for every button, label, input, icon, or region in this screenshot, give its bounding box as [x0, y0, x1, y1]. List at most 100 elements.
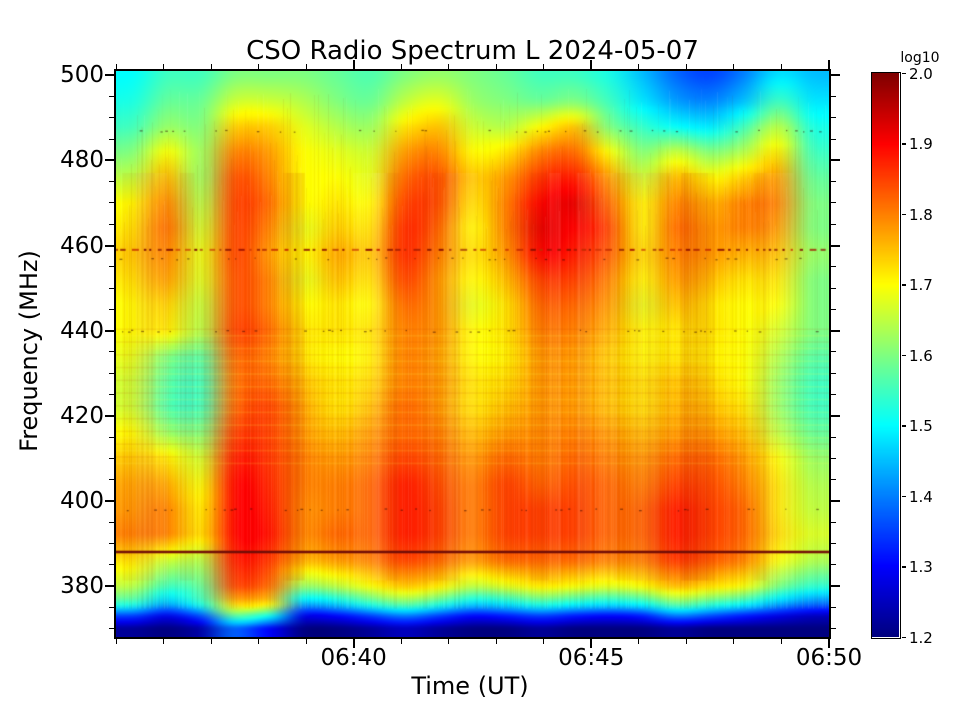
x-minor-tick: [305, 639, 307, 644]
y-major-tick: [831, 329, 840, 332]
y-minor-tick: [109, 479, 114, 480]
y-minor-tick: [831, 542, 836, 544]
y-major-tick: [831, 584, 840, 587]
x-minor-tick: [781, 639, 782, 644]
colorbar-tick: [901, 213, 906, 216]
x-major-tick: [828, 60, 830, 69]
x-tick-label: 06:50: [795, 645, 863, 671]
colorbar-tick-label: 1.4: [909, 487, 933, 506]
x-major-tick: [590, 60, 593, 69]
y-major-tick: [105, 499, 114, 502]
x-major-tick: [352, 60, 355, 69]
colorbar-tick: [901, 636, 906, 639]
y-minor-tick: [831, 372, 836, 374]
colorbar-tick-label: 1.7: [909, 276, 933, 294]
y-minor-tick: [109, 266, 114, 268]
y-minor-tick: [831, 521, 836, 523]
y-minor-tick: [109, 223, 114, 225]
x-minor-tick: [305, 64, 307, 69]
x-minor-tick: [400, 639, 402, 644]
x-minor-tick: [543, 64, 545, 69]
x-minor-tick: [543, 639, 545, 644]
y-major-tick: [105, 414, 114, 417]
y-minor-tick: [109, 457, 114, 459]
x-minor-tick: [210, 64, 212, 69]
y-minor-tick: [109, 521, 114, 523]
y-major-tick: [831, 414, 840, 417]
y-major-tick: [105, 244, 114, 247]
x-minor-tick: [115, 639, 117, 644]
colorbar-tick: [901, 72, 906, 75]
y-minor-tick: [109, 117, 114, 119]
y-minor-tick: [109, 606, 114, 608]
x-minor-tick: [163, 639, 164, 644]
colorbar-tick-label: 1.8: [909, 205, 933, 224]
colorbar-tick: [901, 425, 906, 427]
x-minor-tick: [781, 64, 782, 69]
y-minor-tick: [109, 351, 114, 353]
y-tick-label: 500: [60, 62, 104, 89]
y-major-tick: [105, 584, 114, 587]
y-tick-label: 440: [60, 317, 104, 344]
x-minor-tick: [733, 64, 735, 69]
y-minor-tick: [831, 351, 836, 353]
colorbar-tick: [901, 143, 906, 145]
y-minor-tick: [831, 436, 836, 438]
x-minor-tick: [685, 639, 687, 644]
y-minor-tick: [831, 266, 836, 268]
y-minor-tick: [831, 96, 836, 97]
x-minor-tick: [163, 64, 164, 69]
colorbar-tick-label: 1.5: [909, 417, 933, 435]
y-major-tick: [105, 74, 114, 77]
y-minor-tick: [109, 202, 114, 204]
x-major-tick: [590, 639, 593, 648]
x-minor-tick: [258, 64, 260, 69]
colorbar-title: log10: [900, 50, 940, 66]
y-major-tick: [831, 74, 840, 77]
y-minor-tick: [831, 628, 836, 629]
x-tick-label: 06:45: [558, 645, 625, 671]
y-minor-tick: [109, 372, 114, 374]
y-tick-label: 380: [60, 572, 104, 599]
y-minor-tick: [109, 628, 114, 629]
y-major-tick: [831, 159, 840, 162]
spectrogram-plot: [114, 69, 831, 639]
y-minor-tick: [831, 393, 836, 395]
colorbar-tick: [901, 495, 906, 498]
x-minor-tick: [400, 64, 402, 69]
y-minor-tick: [109, 287, 114, 289]
y-minor-tick: [109, 564, 114, 566]
x-minor-tick: [638, 64, 640, 69]
x-minor-tick: [495, 639, 497, 644]
x-minor-tick: [448, 64, 450, 69]
y-minor-tick: [831, 457, 836, 459]
y-minor-tick: [831, 308, 836, 310]
y-minor-tick: [831, 479, 836, 480]
y-minor-tick: [109, 138, 114, 140]
x-major-tick: [828, 639, 830, 648]
y-minor-tick: [831, 138, 836, 140]
y-minor-tick: [831, 117, 836, 119]
x-minor-tick: [638, 639, 640, 644]
y-minor-tick: [109, 393, 114, 395]
colorbar-tick: [901, 566, 906, 568]
colorbar: [871, 72, 901, 639]
x-axis-label: Time (UT): [411, 672, 529, 700]
colorbar-tick: [901, 284, 906, 286]
y-major-tick: [831, 499, 840, 502]
x-minor-tick: [448, 639, 450, 644]
x-minor-tick: [685, 64, 687, 69]
y-minor-tick: [109, 542, 114, 544]
y-major-tick: [831, 244, 840, 247]
y-tick-label: 420: [60, 402, 104, 429]
y-minor-tick: [831, 287, 836, 289]
colorbar-tick: [901, 354, 906, 357]
y-minor-tick: [109, 181, 114, 183]
y-minor-tick: [831, 202, 836, 204]
y-tick-label: 460: [60, 232, 104, 259]
colorbar-tick-label: 2.0: [909, 64, 933, 83]
y-minor-tick: [831, 564, 836, 566]
x-tick-label: 06:40: [320, 645, 387, 671]
colorbar-canvas: [872, 73, 899, 637]
